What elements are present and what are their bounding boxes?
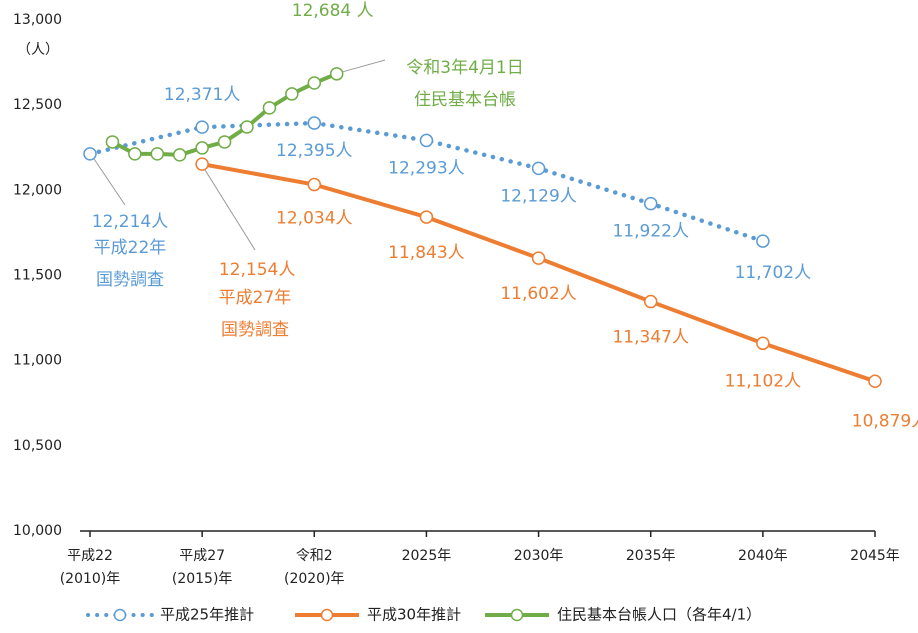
annotation: 令和3年4月1日 — [406, 58, 523, 78]
x-tick-label: 2045年 — [850, 548, 900, 564]
marker — [756, 336, 770, 351]
y-tick-label: 12,500 — [13, 97, 62, 113]
x-tick-label: 2025年 — [402, 548, 452, 564]
x-tick-label: 2035年 — [626, 548, 676, 564]
marker — [756, 234, 770, 248]
data-label: 12,214人 — [92, 212, 168, 232]
leader-line — [93, 158, 126, 206]
leader-line — [204, 169, 256, 251]
marker — [195, 120, 209, 134]
marker — [285, 87, 299, 101]
legend-marker — [510, 608, 524, 622]
legend-label: 平成30年推計 — [367, 606, 461, 624]
marker — [262, 101, 277, 115]
y-tick-label: 10,500 — [13, 438, 62, 454]
marker — [419, 133, 434, 148]
data-label: 11,602人 — [500, 284, 576, 304]
data-label: 11,702人 — [735, 263, 811, 283]
annotation: 平成22年 — [94, 238, 167, 258]
legend-marker — [113, 608, 127, 622]
data-label: 12,154人 — [219, 260, 295, 280]
legend-label: 平成25年推計 — [160, 606, 254, 624]
marker — [329, 67, 344, 81]
marker — [150, 147, 165, 161]
marker — [868, 374, 882, 389]
annotation: 国勢調査 — [221, 320, 289, 340]
leader-line — [342, 59, 386, 73]
y-tick-label: 10,000 — [13, 523, 62, 539]
data-label: 11,922人 — [612, 222, 688, 242]
marker — [105, 135, 120, 149]
x-tick-label: 2030年 — [514, 548, 564, 564]
marker — [195, 141, 209, 155]
marker — [240, 120, 254, 134]
marker — [172, 148, 187, 162]
legend-marker — [320, 608, 334, 622]
marker — [83, 147, 97, 161]
data-label: 12,371人 — [164, 85, 240, 105]
x-tick-label: 平成27 (2015)年 — [172, 548, 233, 587]
marker — [217, 135, 232, 149]
annotation: 国勢調査 — [96, 270, 164, 290]
data-label: 12,395人 — [276, 141, 352, 161]
marker — [419, 210, 434, 224]
marker — [643, 196, 658, 211]
legend-label: 住民基本台帳人口（各年4/1） — [557, 606, 761, 624]
y-tick-label: 11,500 — [13, 268, 62, 284]
marker — [128, 147, 142, 161]
data-label: 11,843人 — [388, 243, 464, 263]
data-label: 12,129人 — [500, 186, 576, 206]
marker — [307, 177, 322, 192]
data-label: 10,879人 — [852, 411, 918, 431]
marker — [307, 76, 322, 90]
y-tick-label: 11,000 — [13, 353, 62, 369]
marker — [643, 294, 658, 309]
data-label: 12,293人 — [388, 158, 464, 178]
y-unit-label: （人） — [17, 42, 59, 58]
y-tick-label: 13,000 — [13, 12, 62, 28]
marker — [195, 157, 209, 171]
marker — [531, 161, 546, 176]
data-label: 12,034人 — [276, 209, 352, 229]
x-tick-label: 2040年 — [738, 548, 788, 564]
annotation: 平成27年 — [219, 288, 292, 308]
data-label: 11,347人 — [612, 328, 688, 348]
y-tick-label: 12,000 — [13, 182, 62, 198]
data-label: 12,684 人 — [292, 1, 374, 21]
marker — [307, 116, 322, 130]
data-label: 11,102人 — [725, 371, 801, 391]
marker — [531, 251, 546, 265]
x-tick-label: 平成22 (2010)年 — [60, 548, 121, 587]
x-tick-label: 令和2 (2020)年 — [284, 548, 345, 587]
annotation: 住民基本台帳 — [414, 90, 516, 110]
